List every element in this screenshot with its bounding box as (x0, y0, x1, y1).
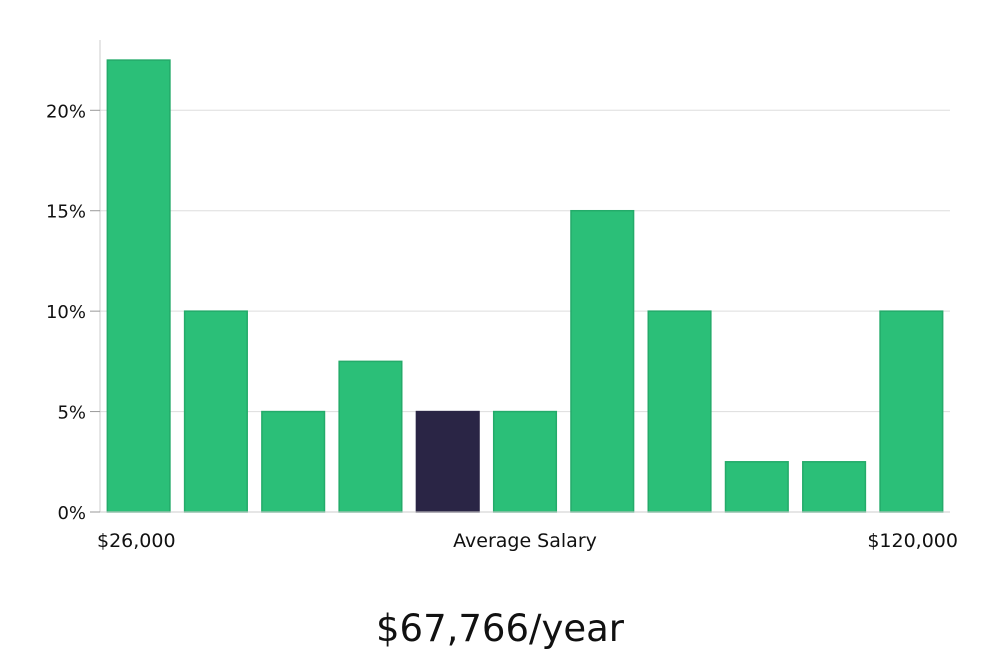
bar (724, 461, 789, 513)
x-min-label: $26,000 (97, 530, 176, 552)
bar-highlighted (415, 410, 480, 513)
average-salary-value: $67,766/year (375, 607, 624, 650)
axes (99, 40, 950, 513)
x-axis-title: Average Salary (453, 530, 597, 552)
bar (802, 461, 867, 513)
y-tick-label: 5% (57, 403, 86, 424)
x-max-label: $120,000 (867, 530, 958, 552)
bar (261, 410, 326, 513)
y-tick-label: 10% (46, 302, 86, 323)
bars (106, 59, 944, 513)
y-tick-label: 15% (46, 202, 86, 223)
bar (492, 410, 558, 513)
y-axis-ticks: 0% 5% 10% 15% 20% (46, 101, 100, 524)
x-axis-labels: $26,000 Average Salary $120,000 (97, 530, 958, 552)
bar (570, 209, 635, 513)
bar (183, 310, 248, 513)
salary-histogram: 0% 5% 10% 15% 20% $26,000 Average Salary $12… (46, 40, 958, 552)
bar (338, 360, 403, 513)
bar (879, 310, 944, 513)
y-tick-label: 0% (57, 503, 86, 524)
bar (647, 310, 712, 513)
bar (106, 59, 171, 513)
y-tick-label: 20% (46, 101, 86, 122)
